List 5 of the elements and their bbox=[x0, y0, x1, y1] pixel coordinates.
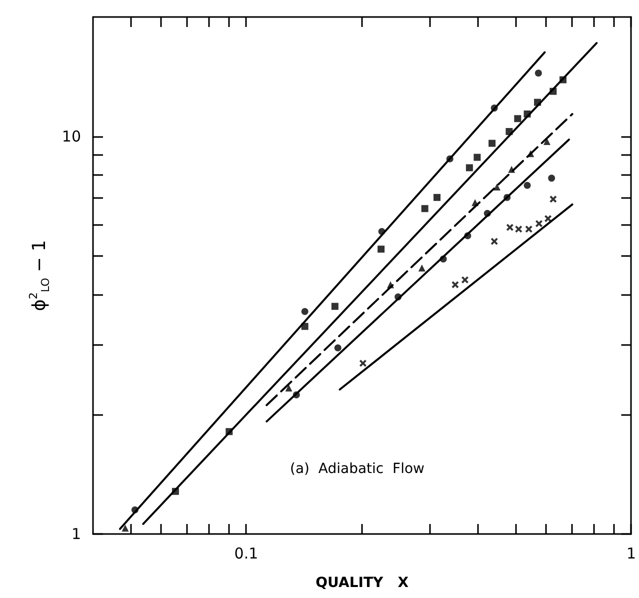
x-tick-label: 0.1 bbox=[234, 544, 258, 562]
x-axis-title: QUALITY X bbox=[316, 575, 409, 591]
y-axis-title: ϕ2LO − 1 bbox=[27, 240, 52, 312]
y-tick-label: 10 bbox=[62, 128, 81, 146]
annotation: (a) Adiabatic Flow bbox=[290, 461, 424, 477]
